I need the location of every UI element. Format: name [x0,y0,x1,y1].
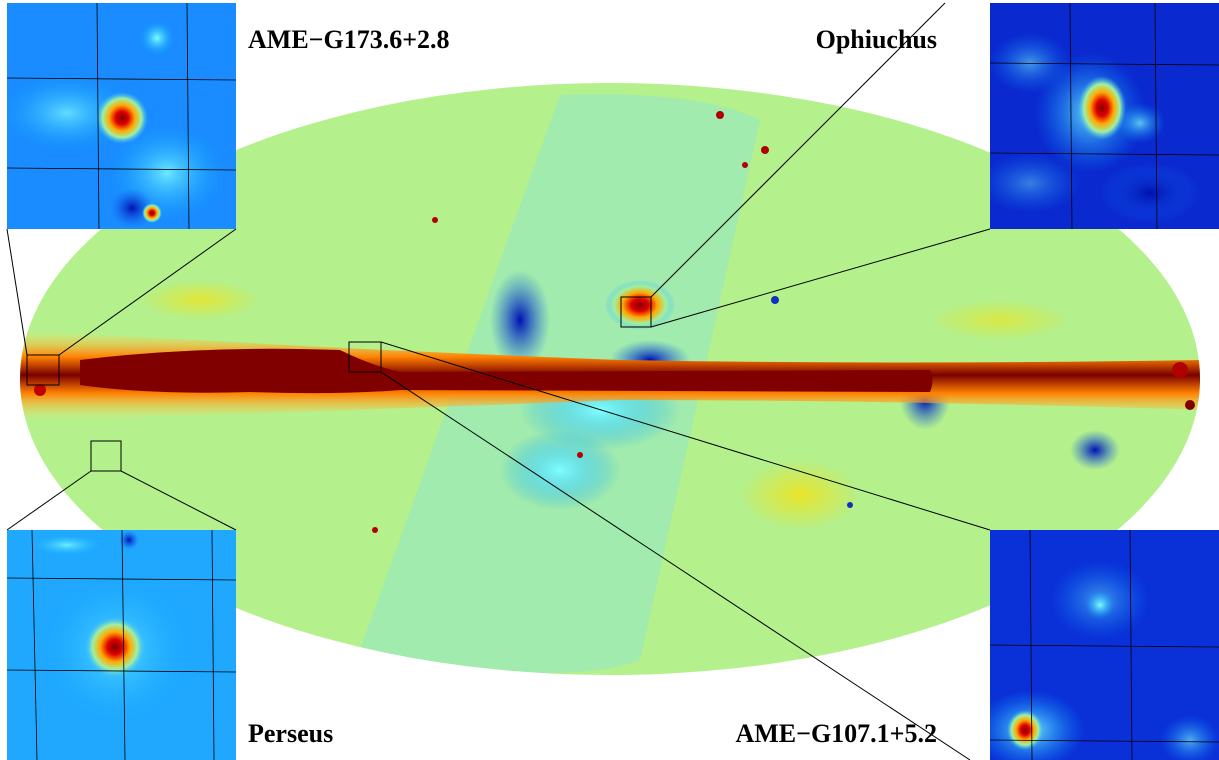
target-box-ophiuchus [620,296,652,328]
yellow-region-1 [740,460,860,530]
point-source [1172,362,1188,378]
inset-ame-g173 [7,3,236,229]
point-source [847,502,853,508]
point-source [577,452,583,458]
label-ame-g173: AME−G173.6+2.8 [248,25,450,54]
galactic-plane-core [80,348,933,394]
label-ame-g107: AME−G107.1+5.2 [735,719,937,748]
inset-ophiuchus [990,3,1219,229]
yellow-region-3 [930,300,1070,340]
target-box-perseus [90,440,122,472]
point-source [372,527,378,533]
leader-lines [6,2,991,760]
point-source [34,384,46,396]
inset-ame-g107 [990,530,1219,760]
target-box-ame-g173 [26,354,60,386]
point-source [716,111,724,119]
cyan-region [500,430,620,510]
point-source [1185,400,1195,410]
target-box-ame-g107 [348,341,382,373]
point-source [432,217,438,223]
yellow-region-2 [140,280,260,320]
label-perseus: Perseus [248,719,333,748]
inset-perseus [7,530,236,760]
all-sky-map [20,83,1200,675]
blue-region-1 [490,270,550,370]
ophiuchus-cloud [605,280,675,330]
point-source [742,162,748,168]
blue-region-5 [1070,430,1120,470]
label-ophiuchus: Ophiuchus [816,25,937,54]
point-source [761,146,769,154]
point-source [771,296,779,304]
